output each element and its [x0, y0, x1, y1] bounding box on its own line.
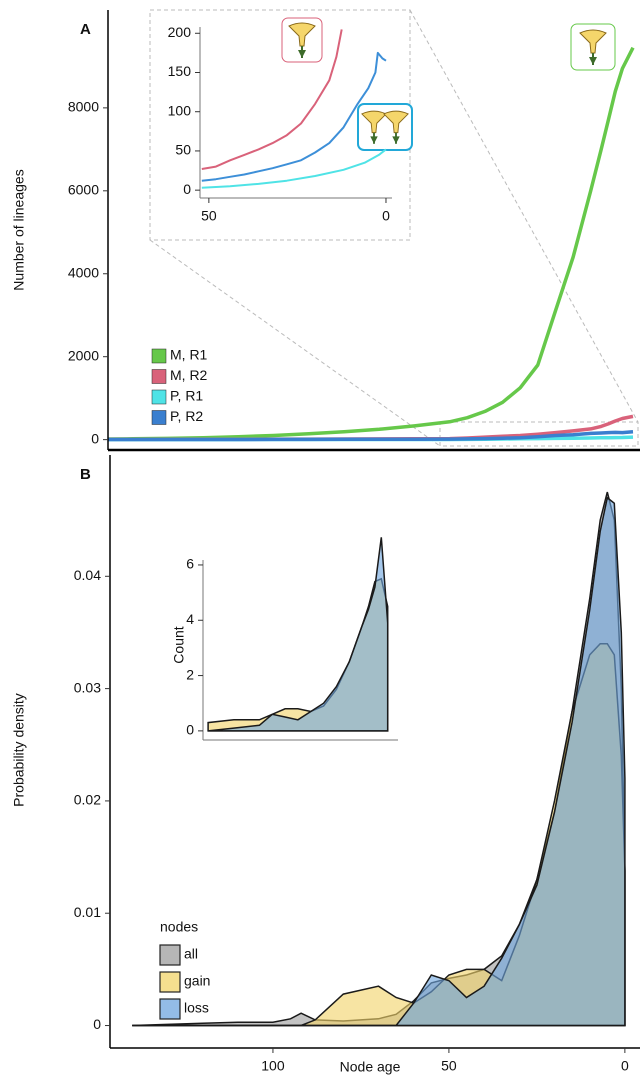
legend-swatch	[159, 998, 181, 1020]
legend-swatch	[159, 944, 181, 966]
plot	[107, 46, 635, 442]
legend-swatch	[151, 410, 167, 425]
y-tick-label: 100	[168, 102, 192, 118]
y-tick-label: 0.04	[74, 567, 101, 583]
series-line	[108, 430, 634, 442]
y-tick-label: 0.03	[74, 679, 101, 695]
plot	[132, 491, 626, 1027]
x-tick-label: 100	[261, 1058, 285, 1074]
legend-swatch	[151, 348, 167, 364]
plot	[207, 537, 389, 732]
y-tick-label: 0	[91, 430, 99, 446]
legend-label: P, R1	[170, 388, 203, 404]
zoom-guides	[149, 9, 639, 447]
series-line	[107, 46, 635, 441]
series-line	[201, 29, 343, 170]
y-tick-label: 150	[168, 63, 192, 79]
y-tick-label: 4000	[68, 264, 99, 280]
y-tick-label: 0	[186, 722, 194, 738]
y-tick-label: 2000	[68, 347, 99, 363]
y-tick-label: 8000	[68, 99, 99, 115]
y-tick-label: 0.01	[74, 904, 101, 920]
series-line	[201, 51, 387, 182]
series-line	[201, 148, 387, 189]
x-tick-label: 0	[382, 208, 390, 224]
y-tick-label: 0	[183, 181, 191, 197]
y-tick-label: 6000	[68, 182, 99, 198]
x-tick-label: 0	[621, 1058, 629, 1074]
legend-label: P, R2	[170, 408, 203, 424]
icons	[281, 17, 616, 151]
x-axis-label: Node age	[340, 1059, 401, 1075]
y-tick-label: 50	[175, 142, 191, 158]
y-tick-label: 0.02	[74, 792, 101, 808]
legend-label: gain	[184, 973, 210, 989]
y-tick-label: 6	[186, 556, 194, 572]
y-tick-label: 200	[168, 24, 192, 40]
legend-title: nodes	[160, 919, 198, 935]
legend-swatch	[159, 971, 181, 993]
legend-swatch	[151, 389, 167, 405]
legend-label: M, R2	[170, 367, 208, 383]
y-axis-label: Probability density	[11, 693, 27, 807]
panel-label: A	[80, 21, 91, 38]
panel-label: B	[80, 466, 91, 483]
y-tick-label: 0	[93, 1016, 101, 1032]
legend-label: all	[184, 946, 198, 962]
y-axis-label: Number of lineages	[11, 169, 27, 290]
x-tick-label: 50	[441, 1058, 457, 1074]
legend-swatch	[151, 369, 167, 384]
y-tick-label: 4	[186, 611, 194, 627]
density-area	[132, 496, 626, 1027]
x-tick-label: 50	[201, 208, 217, 224]
y-axis-label: Count	[171, 626, 187, 663]
plot	[201, 29, 387, 189]
density-area	[208, 537, 389, 732]
legend-label: M, R1	[170, 347, 208, 363]
legend-label: loss	[184, 1000, 209, 1016]
y-tick-label: 2	[186, 666, 194, 682]
